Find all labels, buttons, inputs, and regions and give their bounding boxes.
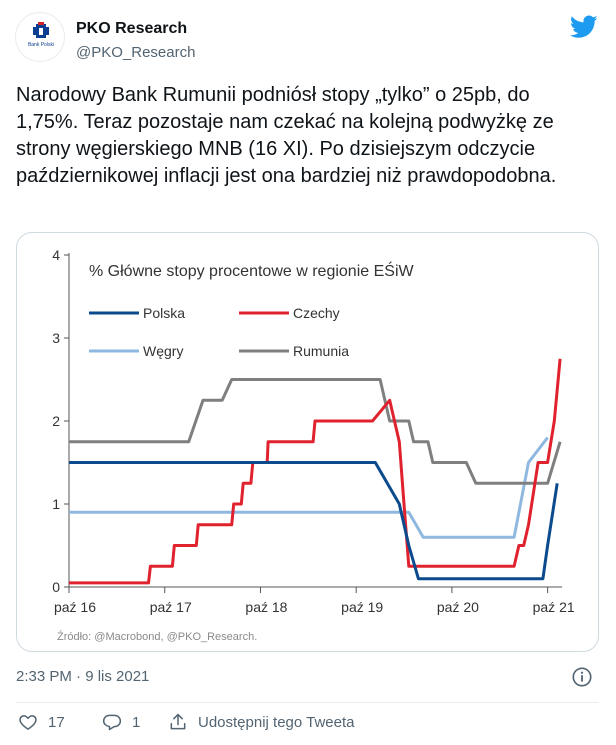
like-button[interactable]: 17 <box>18 711 65 733</box>
info-icon[interactable] <box>571 666 593 688</box>
legend-label: Czechy <box>293 305 340 321</box>
legend-label: Rumunia <box>293 343 349 359</box>
author-handle[interactable]: @PKO_Research <box>76 44 196 61</box>
x-tick-label: paź 18 <box>245 599 287 615</box>
series-line-węgry <box>69 436 549 539</box>
y-tick-label: 0 <box>52 579 60 595</box>
like-count: 17 <box>48 713 65 731</box>
series-line-polska <box>69 461 559 581</box>
series-line-rumunia <box>69 378 562 485</box>
avatar-caption: Bank Polski <box>28 42 54 48</box>
series-line-czechy <box>69 358 562 585</box>
reply-icon <box>102 714 122 731</box>
y-tick-label: 3 <box>52 330 60 346</box>
x-tick-label: paź 17 <box>150 599 192 615</box>
tweet-media-chart[interactable]: 0 1 2 3 4 paź 16 paź 17 paź 18 paź 19 paź 20 paź 2… <box>16 232 599 652</box>
x-tick-label: paź 21 <box>533 599 575 615</box>
author-name[interactable]: PKO Research <box>76 20 188 37</box>
y-tick-label: 1 <box>52 496 60 512</box>
legend-label: Polska <box>143 305 185 321</box>
chart-source: Źródło: @Macrobond, @PKO_Research. <box>57 630 257 643</box>
twitter-bird-icon[interactable] <box>570 15 598 39</box>
x-tick-label: paź 19 <box>341 599 383 615</box>
divider <box>16 702 599 703</box>
x-tick-label: paź 20 <box>437 599 479 615</box>
legend-label: Węgry <box>143 343 183 359</box>
reply-count: 1 <box>132 713 141 731</box>
y-tick-label: 2 <box>52 413 60 429</box>
x-tick-label: paź 16 <box>54 599 96 615</box>
chart-title: % Główne stopy procentowe w regionie EŚi… <box>89 261 414 280</box>
rate-chart: 0 1 2 3 4 paź 16 paź 17 paź 18 paź 19 paź 20 paź 2… <box>52 247 575 643</box>
heart-icon <box>19 715 37 730</box>
reply-button[interactable]: 1 <box>102 711 140 733</box>
share-icon <box>170 713 186 730</box>
y-tick-label: 4 <box>52 247 60 263</box>
tweet-text: Narodowy Bank Rumunii podniósł stopy „ty… <box>16 84 557 187</box>
avatar[interactable]: Bank Polski <box>15 12 65 62</box>
pko-logo-icon: Bank Polski <box>28 22 54 48</box>
share-button[interactable]: Udostępnij tego Tweeta <box>168 711 355 733</box>
share-label: Udostępnij tego Tweeta <box>198 713 355 731</box>
timestamp[interactable]: 2:33 PM · 9 lis 2021 <box>16 668 150 685</box>
